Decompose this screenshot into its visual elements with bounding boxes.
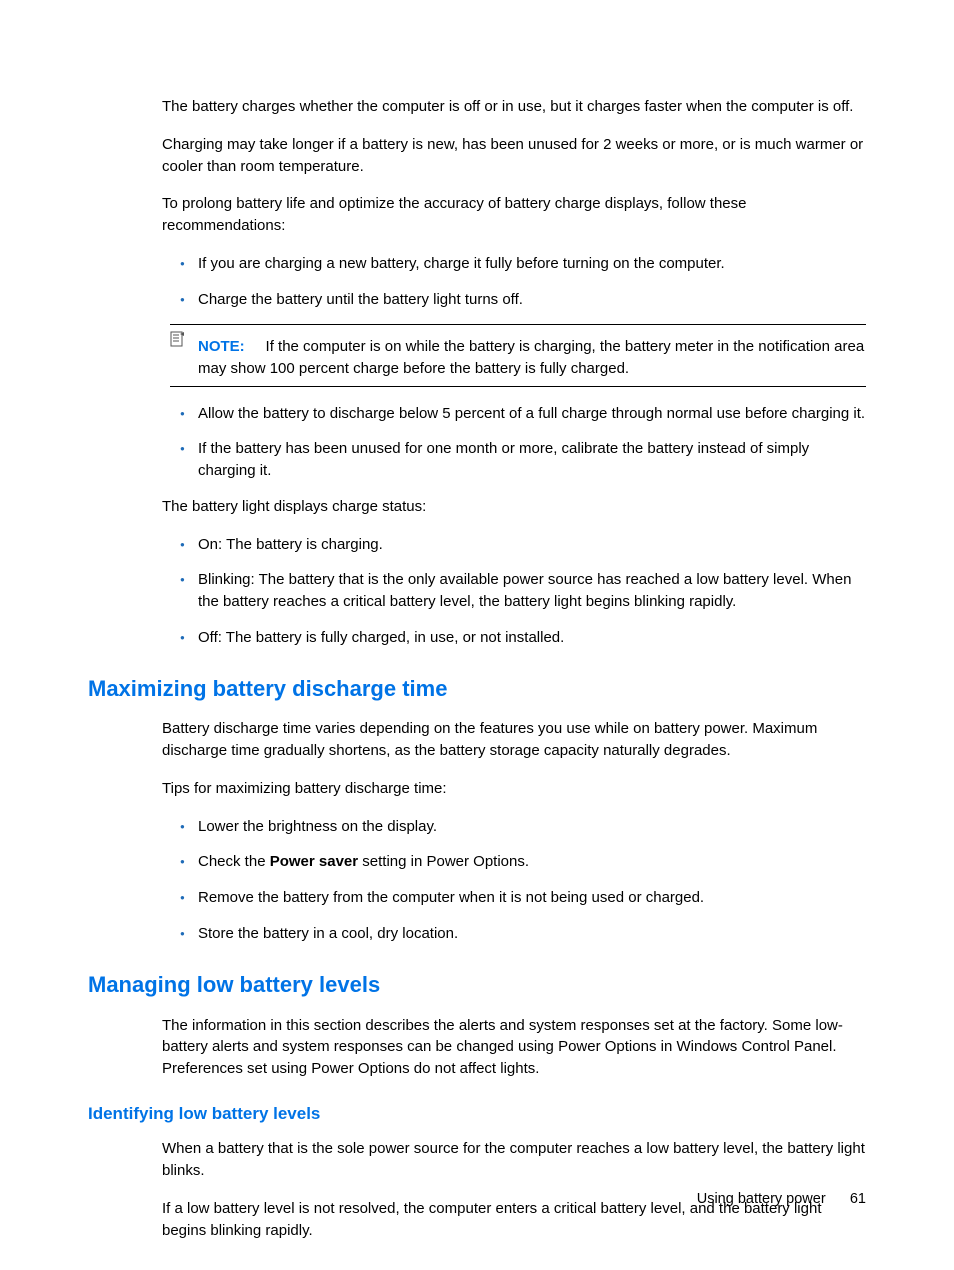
tip-text-bold: Power saver: [270, 853, 358, 870]
note-label: NOTE:: [198, 338, 245, 355]
status-intro: The battery light displays charge status…: [162, 496, 866, 518]
note-icon: [170, 331, 186, 354]
list-item: Check the Power saver setting in Power O…: [198, 851, 866, 873]
list-item: Store the battery in a cool, dry locatio…: [198, 923, 866, 945]
footer-section: Using battery power: [697, 1191, 826, 1207]
tip-text-pre: Check the: [198, 853, 270, 870]
list-item: Remove the battery from the computer whe…: [198, 887, 866, 909]
document-content: The battery charges whether the computer…: [88, 96, 866, 1241]
note-text: If the computer is on while the battery …: [198, 338, 864, 377]
recommendations-list-cont: Allow the battery to discharge below 5 p…: [162, 403, 866, 482]
intro-paragraph-2: Charging may take longer if a battery is…: [162, 134, 866, 178]
section2-p1: The information in this section describe…: [162, 1015, 866, 1080]
intro-paragraph-1: The battery charges whether the computer…: [162, 96, 866, 118]
list-item: Charge the battery until the battery lig…: [198, 289, 866, 311]
footer-gap: [830, 1191, 846, 1207]
section-heading-discharge: Maximizing battery discharge time: [88, 673, 866, 705]
list-item: Allow the battery to discharge below 5 p…: [198, 403, 866, 425]
status-list: On: The battery is charging. Blinking: T…: [162, 534, 866, 649]
recommendations-list: If you are charging a new battery, charg…: [162, 253, 866, 311]
tips-list: Lower the brightness on the display. Che…: [162, 816, 866, 945]
intro-paragraph-3: To prolong battery life and optimize the…: [162, 193, 866, 237]
list-item: If the battery has been unused for one m…: [198, 438, 866, 482]
sub1-p1: When a battery that is the sole power so…: [162, 1138, 866, 1182]
list-item: Off: The battery is fully charged, in us…: [198, 627, 866, 649]
page-footer: Using battery power 61: [697, 1189, 866, 1210]
section1-p2: Tips for maximizing battery discharge ti…: [162, 778, 866, 800]
section1-p1: Battery discharge time varies depending …: [162, 718, 866, 762]
section-heading-lowbattery: Managing low battery levels: [88, 969, 866, 1001]
note-spacer: [249, 338, 262, 355]
page-number: 61: [850, 1191, 866, 1207]
tip-text-post: setting in Power Options.: [358, 853, 529, 870]
subsection-heading-identifying: Identifying low battery levels: [88, 1102, 866, 1127]
note-callout: NOTE: If the computer is on while the ba…: [170, 324, 866, 386]
list-item: If you are charging a new battery, charg…: [198, 253, 866, 275]
list-item: Lower the brightness on the display.: [198, 816, 866, 838]
list-item: Blinking: The battery that is the only a…: [198, 569, 866, 613]
list-item: On: The battery is charging.: [198, 534, 866, 556]
